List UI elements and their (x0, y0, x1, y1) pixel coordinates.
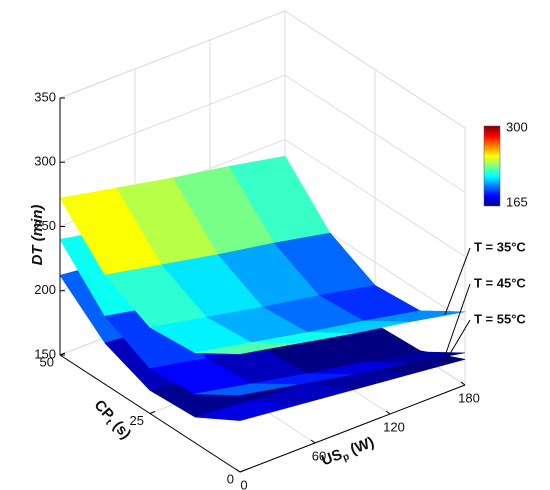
grid-line (59, 10, 286, 99)
z-tick-label: 300 (34, 154, 56, 169)
tick-mark (385, 410, 391, 415)
leader-line (444, 247, 471, 315)
y-tick-label: 50 (40, 354, 54, 369)
x-axis-label: USp(W) (319, 434, 377, 471)
colorbar (483, 125, 501, 207)
surface-cell (194, 400, 297, 421)
tick-mark (149, 411, 156, 414)
leader-line (444, 319, 471, 363)
tick-mark (310, 439, 316, 444)
z-tick-label: 250 (34, 218, 56, 233)
surface-cell (194, 342, 297, 355)
tick-mark (59, 352, 66, 356)
label-main: US (319, 446, 345, 469)
label-sub: p (341, 451, 351, 463)
z-axis-label: DT (min) (29, 205, 46, 266)
x-tick-label: 120 (383, 419, 405, 434)
y-tick-label: 0 (227, 471, 234, 486)
surfaces (59, 155, 466, 421)
series-label: T = 55°C (474, 311, 526, 326)
leader-line (444, 283, 471, 357)
tick-mark (460, 381, 466, 386)
y-axis-label: CPt(s) (89, 397, 134, 444)
x-tick-label: 0 (240, 477, 247, 490)
y-axis (59, 354, 241, 473)
label-sub: t (103, 417, 114, 427)
z-tick-label: 350 (34, 89, 56, 104)
x-tick-label: 180 (458, 390, 480, 405)
series-label: T = 35°C (474, 239, 526, 254)
x-axis (239, 384, 466, 473)
z-tick-label: 150 (34, 346, 56, 361)
series-label: T = 45°C (474, 275, 526, 290)
surface-cell (194, 383, 297, 396)
z-tick-label: 200 (34, 282, 56, 297)
colorbar-max: 300 (506, 119, 528, 134)
colorbar-min: 165 (506, 194, 528, 209)
x-tick-label: 60 (312, 448, 326, 463)
label-unit: (W) (348, 434, 377, 459)
grid-line (59, 74, 286, 163)
y-tick-label: 25 (130, 413, 144, 428)
